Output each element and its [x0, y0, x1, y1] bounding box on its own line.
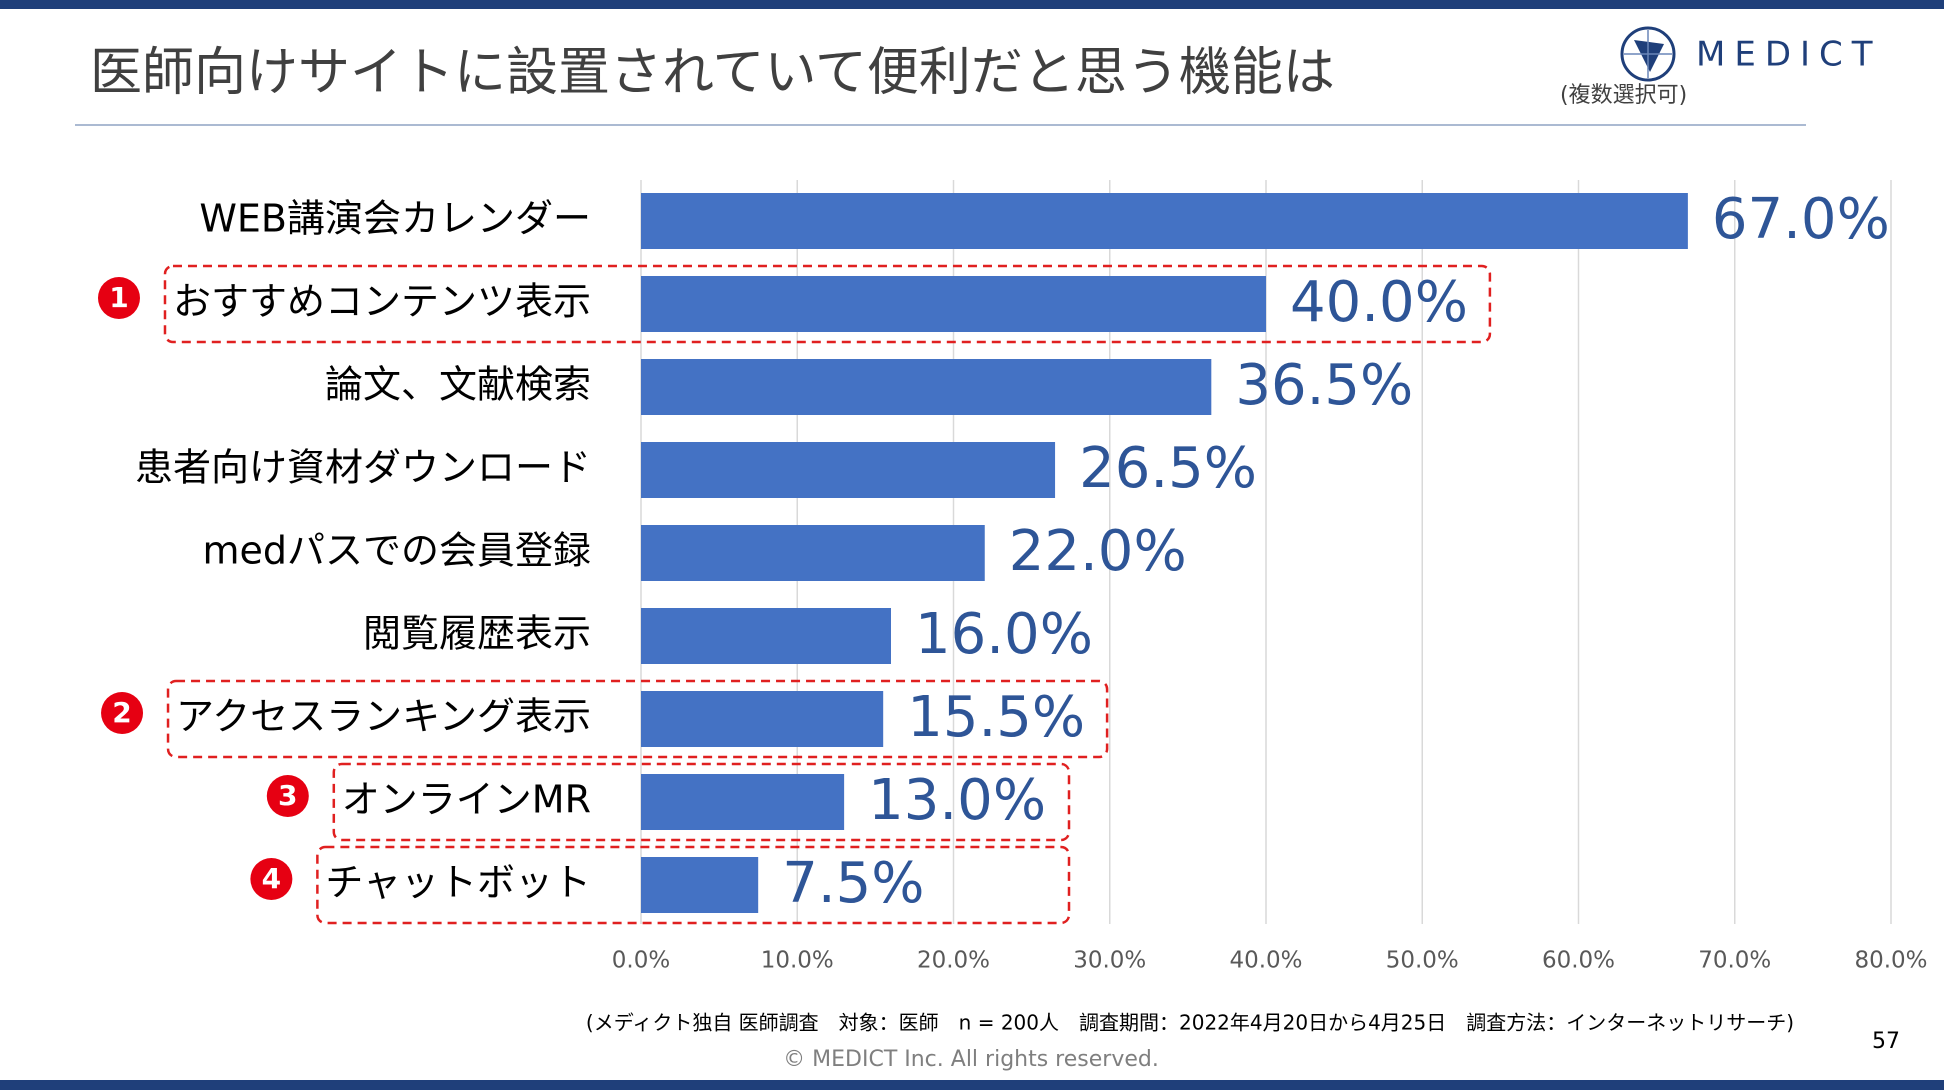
bar	[641, 276, 1266, 332]
value-label: 26.5%	[1079, 436, 1257, 501]
bar	[641, 193, 1688, 249]
value-label: 7.5%	[782, 851, 924, 916]
highlight-box	[163, 264, 1492, 344]
x-tick-label: 70.0%	[1698, 948, 1771, 974]
bar	[641, 359, 1212, 415]
marker-number: 4	[262, 862, 281, 895]
bottom-band	[0, 1080, 1944, 1090]
value-label: 16.0%	[915, 602, 1093, 667]
category-label: medパスでの会員登録	[202, 529, 591, 573]
bar	[641, 442, 1056, 498]
marker-number: 2	[112, 696, 131, 729]
bar	[641, 691, 884, 747]
x-tick-label: 30.0%	[1073, 948, 1146, 974]
bar	[641, 774, 845, 830]
highlight-box	[166, 679, 1109, 759]
category-label: チャットボット	[325, 861, 591, 905]
x-tick-label: 20.0%	[917, 948, 990, 974]
x-tick-label: 50.0%	[1386, 948, 1459, 974]
category-label: アクセスランキング表示	[176, 695, 591, 739]
highlight-box	[332, 762, 1071, 842]
value-label: 15.5%	[907, 685, 1085, 750]
category-label: 論文、文献検索	[325, 363, 591, 407]
logo-text: MEDICT	[1696, 35, 1882, 75]
copyright: © MEDICT Inc. All rights reserved.	[783, 1047, 1159, 1072]
x-tick-label: 0.0%	[612, 948, 670, 974]
category-label: 閲覧履歴表示	[363, 612, 591, 656]
bar	[641, 608, 891, 664]
category-label: おすすめコンテンツ表示	[173, 280, 591, 324]
x-tick-label: 80.0%	[1854, 948, 1927, 974]
value-label: 22.0%	[1009, 519, 1187, 584]
value-label: 36.5%	[1235, 353, 1413, 418]
x-tick-label: 60.0%	[1542, 948, 1615, 974]
marker-number: 3	[278, 779, 297, 812]
top-band	[0, 0, 1944, 9]
marker-circle	[266, 775, 309, 817]
chart-subtitle: (複数選択可)	[1560, 83, 1687, 108]
page-number: 57	[1872, 1029, 1900, 1054]
bar	[641, 857, 759, 913]
logo-icon	[1620, 26, 1676, 82]
category-label: WEB講演会カレンダー	[199, 197, 591, 241]
bar	[641, 525, 985, 581]
value-label: 13.0%	[868, 768, 1046, 833]
value-label: 40.0%	[1290, 270, 1468, 335]
chart-title: 医師向けサイトに設置されていて便利だと思う機能は	[90, 43, 1335, 103]
footnote: (メディクト独自 医師調査 対象：医師 n = 200人 調査期間：2022年4…	[586, 1011, 1794, 1035]
marker-circle	[97, 277, 140, 319]
marker-number: 1	[109, 281, 128, 314]
highlight-box	[316, 845, 1071, 925]
x-tick-label: 10.0%	[761, 948, 834, 974]
marker-circle	[250, 858, 293, 900]
value-label: 67.0%	[1712, 187, 1890, 252]
marker-circle	[101, 692, 144, 734]
category-label: オンラインMR	[342, 778, 591, 822]
x-tick-label: 40.0%	[1229, 948, 1302, 974]
category-label: 患者向け資材ダウンロード	[135, 446, 591, 490]
